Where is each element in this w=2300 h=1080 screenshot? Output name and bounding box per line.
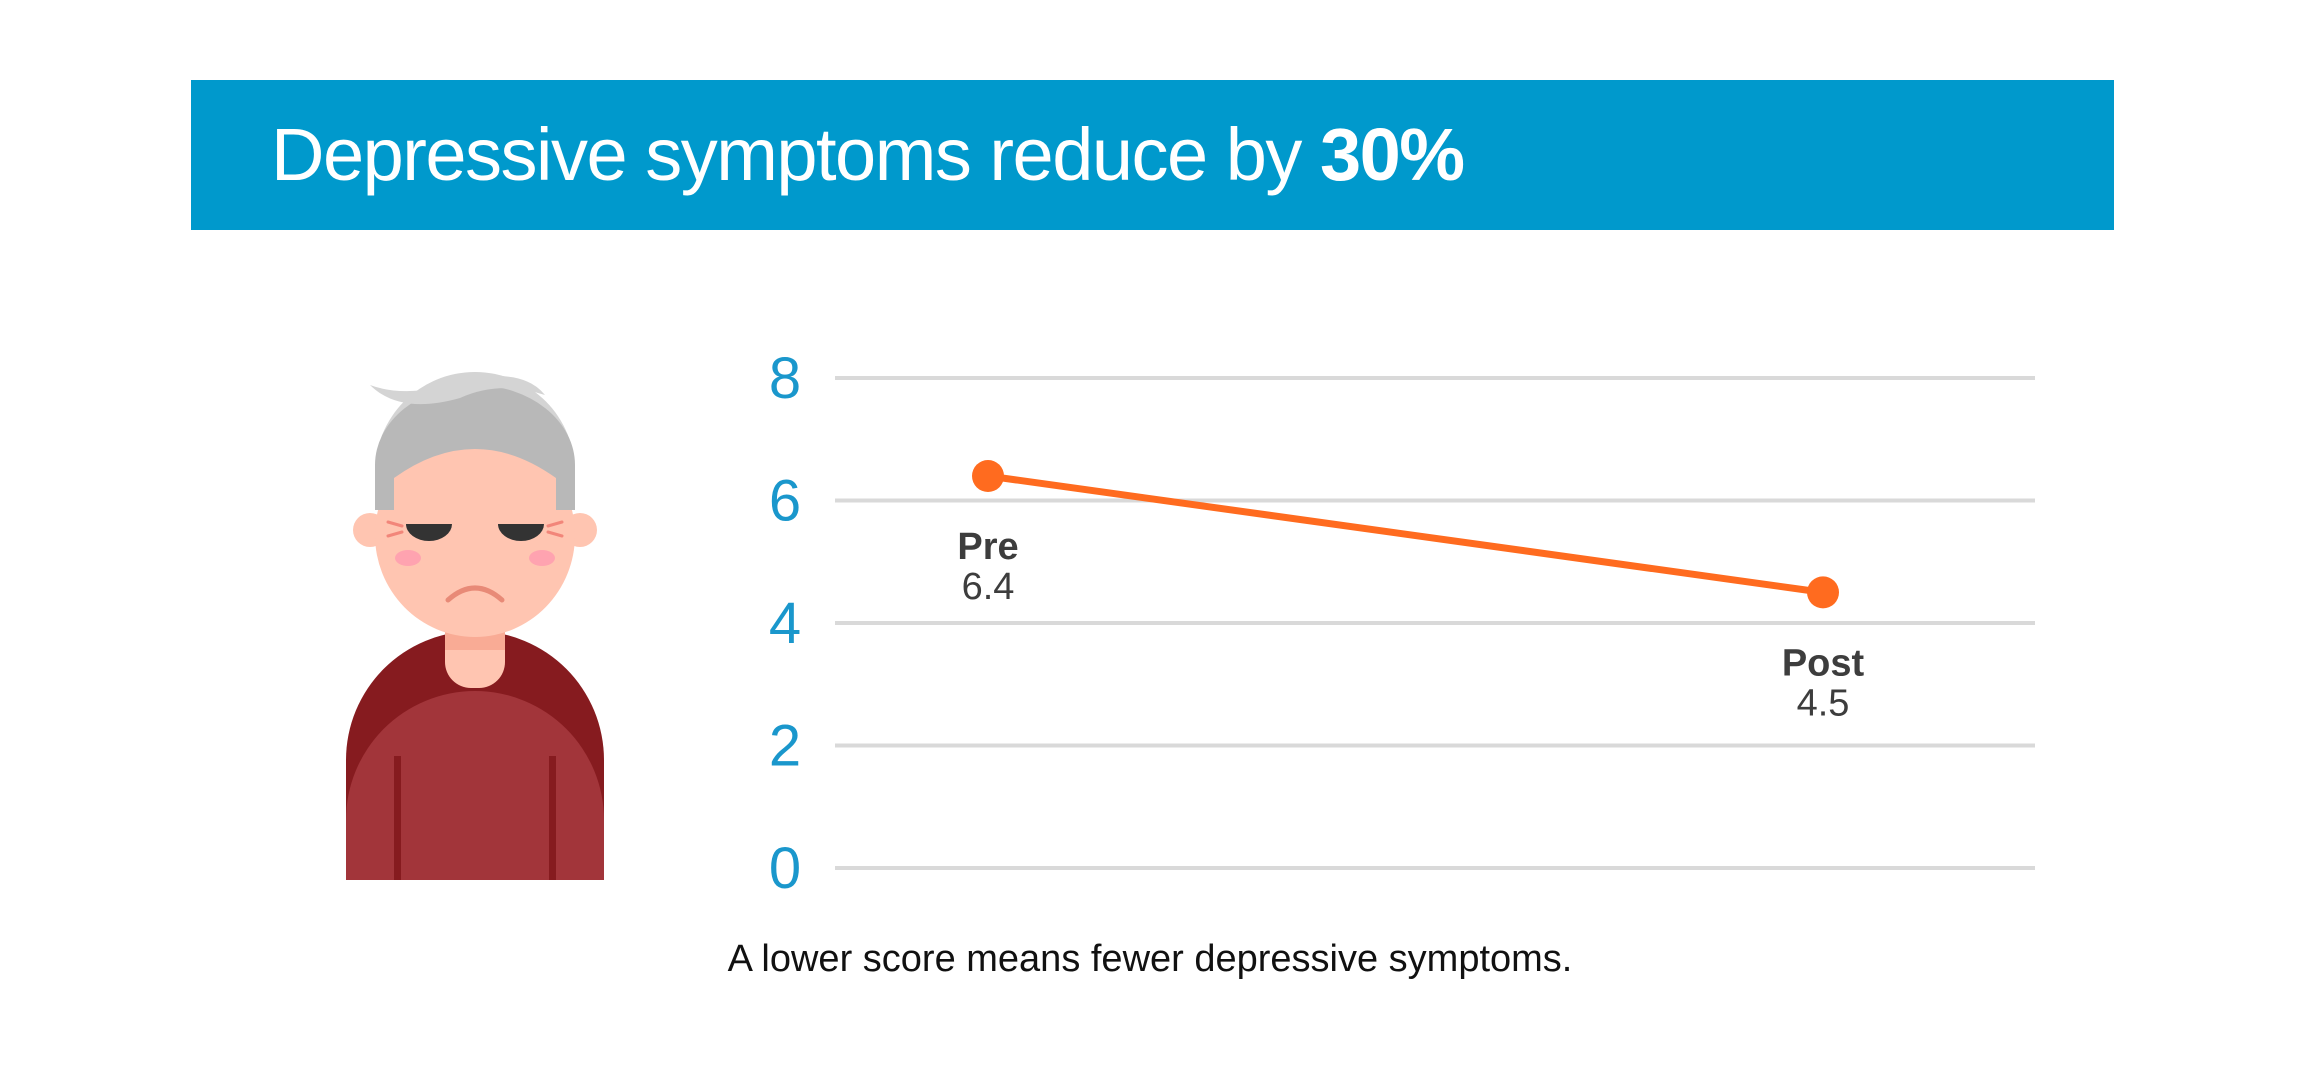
y-tick-label: 8 bbox=[769, 346, 801, 411]
chart-caption: A lower score means fewer depressive sym… bbox=[727, 938, 1573, 980]
category-label: Pre bbox=[957, 526, 1018, 568]
y-tick-label: 0 bbox=[769, 836, 801, 901]
data-label: 6.4 bbox=[962, 566, 1015, 608]
title-highlight: 30% bbox=[1319, 113, 1465, 196]
category-label: Post bbox=[1782, 642, 1865, 684]
y-tick-label: 4 bbox=[769, 591, 801, 656]
series-line bbox=[987, 472, 1824, 596]
y-tick-label: 6 bbox=[769, 469, 801, 534]
data-label: 4.5 bbox=[1797, 682, 1850, 724]
data-point bbox=[1807, 576, 1839, 609]
header-banner: Depressive symptoms reduce by 30% bbox=[191, 80, 2114, 230]
page-title: Depressive symptoms reduce by 30% bbox=[271, 80, 1465, 230]
data-point bbox=[972, 460, 1004, 492]
title-prefix: Depressive symptoms reduce by bbox=[271, 113, 1302, 196]
y-tick-label: 2 bbox=[769, 714, 801, 779]
sad-elderly-person-icon bbox=[346, 372, 604, 880]
